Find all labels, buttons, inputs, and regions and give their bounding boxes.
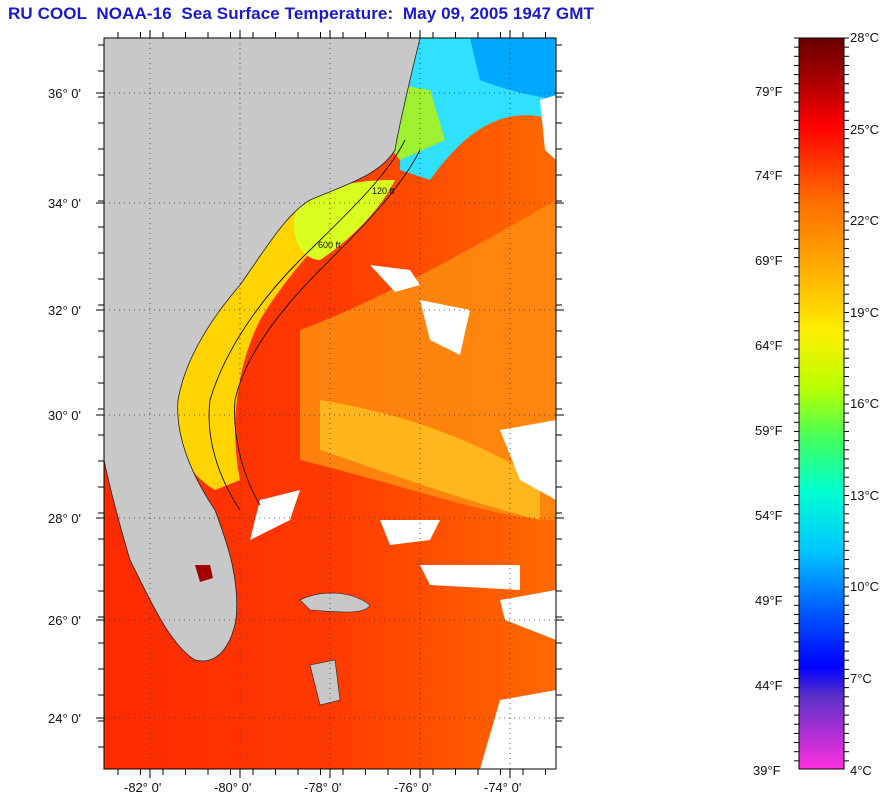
cloud-patch [480, 690, 556, 769]
fahrenheit-label: 79°F [755, 84, 783, 99]
cool-filament [320, 400, 540, 520]
sst-map: 120 ft 600 ft [104, 38, 556, 769]
celsius-label: 7°C [850, 671, 872, 686]
lon-label: -78° 0' [304, 780, 341, 795]
cloud-patch [250, 490, 300, 540]
lat-label: 26° 0' [48, 613, 81, 628]
lon-label: -82° 0' [124, 780, 161, 795]
fahrenheit-label: 54°F [755, 508, 783, 523]
fahrenheit-label: 59°F [755, 423, 783, 438]
lat-label: 32° 0' [48, 303, 81, 318]
celsius-label: 28°C [850, 30, 879, 45]
lat-label: 24° 0' [48, 711, 81, 726]
andros-island [309, 659, 341, 706]
cloud-patch [370, 265, 420, 292]
contour-label: 120 ft [372, 186, 395, 196]
cloud-patch [540, 95, 556, 160]
shelf-water [173, 190, 370, 490]
contour-600ft [234, 149, 421, 506]
celsius-label: 25°C [850, 122, 879, 137]
fahrenheit-label: 74°F [755, 168, 783, 183]
fahrenheit-label: 44°F [755, 678, 783, 693]
celsius-label: 4°C [850, 763, 872, 778]
cloud-patch [500, 420, 556, 500]
contour-120ft [208, 139, 406, 511]
cloud-patch [420, 300, 470, 355]
celsius-label: 13°C [850, 488, 879, 503]
axis-ticks [96, 30, 564, 778]
celsius-label: 16°C [850, 396, 879, 411]
fahrenheit-label: 69°F [755, 253, 783, 268]
fahrenheit-label: 64°F [755, 338, 783, 353]
bahamas-island [299, 592, 371, 613]
graticule [104, 38, 556, 769]
lon-label: -76° 0' [394, 780, 431, 795]
color-scale-ticks [794, 37, 849, 762]
land-mass [104, 38, 421, 662]
lon-label: -80° 0' [214, 780, 251, 795]
cloud-patch [500, 590, 556, 640]
lat-label: 28° 0' [48, 511, 81, 526]
cold-coastal-core [470, 38, 556, 100]
contour-label: 600 ft [318, 240, 341, 250]
lat-label: 30° 0' [48, 408, 81, 423]
fahrenheit-label: 39°F [753, 763, 781, 778]
lat-label: 34° 0' [48, 196, 81, 211]
fahrenheit-label: 49°F [755, 593, 783, 608]
lon-label: -74° 0' [484, 780, 521, 795]
lat-label: 36° 0' [48, 86, 81, 101]
color-scale-bar [798, 37, 845, 770]
map-title: RU COOL NOAA-16 Sea Surface Temperature:… [8, 4, 594, 23]
cloud-patch [420, 565, 520, 590]
cloud-patch [380, 520, 440, 545]
celsius-label: 22°C [850, 213, 879, 228]
celsius-label: 10°C [850, 579, 879, 594]
celsius-label: 19°C [850, 305, 879, 320]
lake-okeechobee [195, 565, 213, 582]
shelf-water-north [293, 180, 395, 260]
